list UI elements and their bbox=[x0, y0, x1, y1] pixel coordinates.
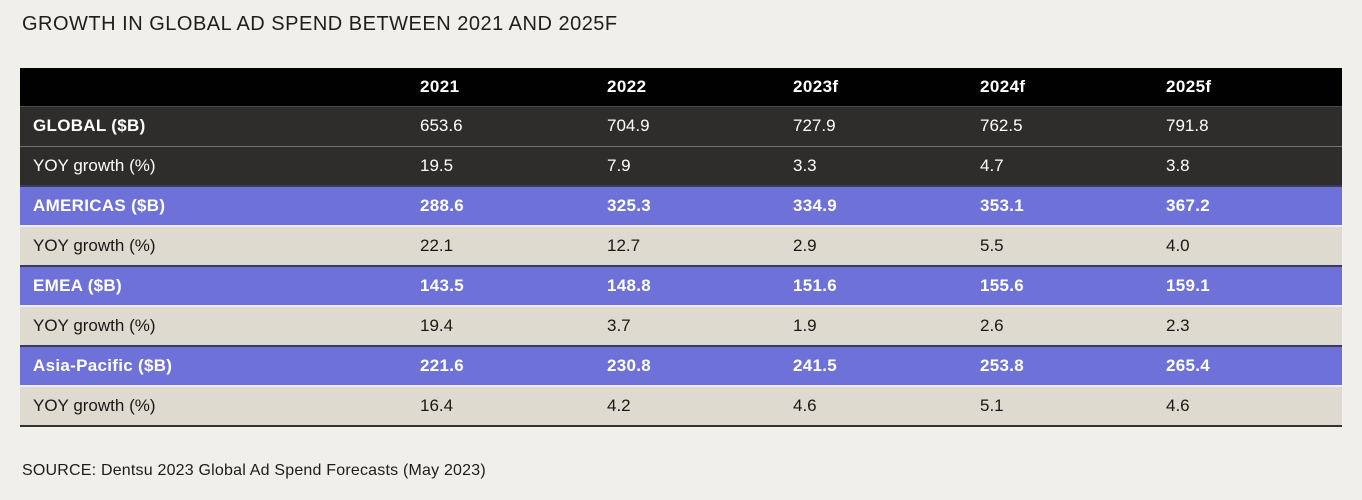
table-row-global: GLOBAL ($B) 653.6 704.9 727.9 762.5 791.… bbox=[20, 106, 1342, 146]
corner-cell bbox=[20, 68, 420, 106]
row-label: YOY growth (%) bbox=[33, 236, 156, 255]
data-cell: 2.6 bbox=[980, 316, 1004, 335]
data-cell: 5.5 bbox=[980, 236, 1004, 255]
data-cell: 4.0 bbox=[1166, 236, 1190, 255]
data-cell: 4.6 bbox=[1166, 396, 1190, 415]
data-cell: 7.9 bbox=[607, 155, 631, 175]
data-cell: 19.5 bbox=[420, 155, 454, 175]
data-cell: 704.9 bbox=[607, 116, 650, 135]
table-row-emea: EMEA ($B) 143.5 148.8 151.6 155.6 159.1 bbox=[20, 266, 1342, 306]
data-cell: 353.1 bbox=[980, 196, 1025, 215]
data-cell: 3.7 bbox=[607, 316, 631, 335]
row-label: AMERICAS ($B) bbox=[33, 196, 166, 215]
column-header-2023f: 2023f bbox=[793, 76, 839, 96]
data-cell: 19.4 bbox=[420, 316, 454, 335]
row-label: GLOBAL ($B) bbox=[33, 116, 146, 135]
data-cell: 5.1 bbox=[980, 396, 1004, 415]
row-label: EMEA ($B) bbox=[33, 276, 122, 295]
data-cell: 791.8 bbox=[1166, 116, 1209, 135]
table-row-global-yoy: YOY growth (%) 19.5 7.9 3.3 4.7 3.8 bbox=[20, 146, 1342, 186]
data-cell: 367.2 bbox=[1166, 196, 1211, 215]
data-cell: 16.4 bbox=[420, 396, 454, 415]
data-cell: 143.5 bbox=[420, 276, 465, 295]
data-cell: 221.6 bbox=[420, 356, 465, 375]
data-cell: 159.1 bbox=[1166, 276, 1211, 295]
row-label: Asia-Pacific ($B) bbox=[33, 356, 173, 375]
column-header-2021: 2021 bbox=[420, 76, 460, 96]
data-cell: 2.3 bbox=[1166, 316, 1190, 335]
table-row-emea-yoy: YOY growth (%) 19.4 3.7 1.9 2.6 2.3 bbox=[20, 306, 1342, 346]
data-cell: 2.9 bbox=[793, 236, 817, 255]
table-row-asia-pacific-yoy: YOY growth (%) 16.4 4.2 4.6 5.1 4.6 bbox=[20, 386, 1342, 426]
table-row-americas-yoy: YOY growth (%) 22.1 12.7 2.9 5.5 4.0 bbox=[20, 226, 1342, 266]
data-cell: 155.6 bbox=[980, 276, 1025, 295]
data-cell: 762.5 bbox=[980, 116, 1023, 135]
data-cell: 3.3 bbox=[793, 155, 817, 175]
data-cell: 288.6 bbox=[420, 196, 465, 215]
data-cell: 230.8 bbox=[607, 356, 652, 375]
data-cell: 4.7 bbox=[980, 155, 1004, 175]
data-cell: 151.6 bbox=[793, 276, 838, 295]
data-cell: 148.8 bbox=[607, 276, 652, 295]
data-cell: 22.1 bbox=[420, 236, 454, 255]
data-cell: 1.9 bbox=[793, 316, 817, 335]
data-cell: 325.3 bbox=[607, 196, 652, 215]
data-cell: 653.6 bbox=[420, 116, 463, 135]
row-label: YOY growth (%) bbox=[33, 396, 156, 415]
data-cell: 265.4 bbox=[1166, 356, 1211, 375]
data-cell: 4.2 bbox=[607, 396, 631, 415]
table-row-americas: AMERICAS ($B) 288.6 325.3 334.9 353.1 36… bbox=[20, 186, 1342, 226]
chart-title: GROWTH IN GLOBAL AD SPEND BETWEEN 2021 A… bbox=[22, 13, 618, 35]
data-cell: 241.5 bbox=[793, 356, 838, 375]
data-cell: 4.6 bbox=[793, 396, 817, 415]
row-label: YOY growth (%) bbox=[33, 155, 156, 175]
data-cell: 12.7 bbox=[607, 236, 641, 255]
data-cell: 3.8 bbox=[1166, 155, 1190, 175]
data-cell: 727.9 bbox=[793, 116, 836, 135]
data-cell: 253.8 bbox=[980, 356, 1025, 375]
column-header-2022: 2022 bbox=[607, 76, 647, 96]
ad-spend-table: 2021 2022 2023f 2024f 2025f GLOBAL ($B) … bbox=[20, 68, 1342, 427]
column-header-2025f: 2025f bbox=[1166, 76, 1212, 96]
data-cell: 334.9 bbox=[793, 196, 838, 215]
header-row: 2021 2022 2023f 2024f 2025f bbox=[20, 68, 1342, 106]
source-note: SOURCE: Dentsu 2023 Global Ad Spend Fore… bbox=[22, 462, 486, 479]
column-header-2024f: 2024f bbox=[980, 76, 1026, 96]
row-label: YOY growth (%) bbox=[33, 316, 156, 335]
table-row-asia-pacific: Asia-Pacific ($B) 221.6 230.8 241.5 253.… bbox=[20, 346, 1342, 386]
